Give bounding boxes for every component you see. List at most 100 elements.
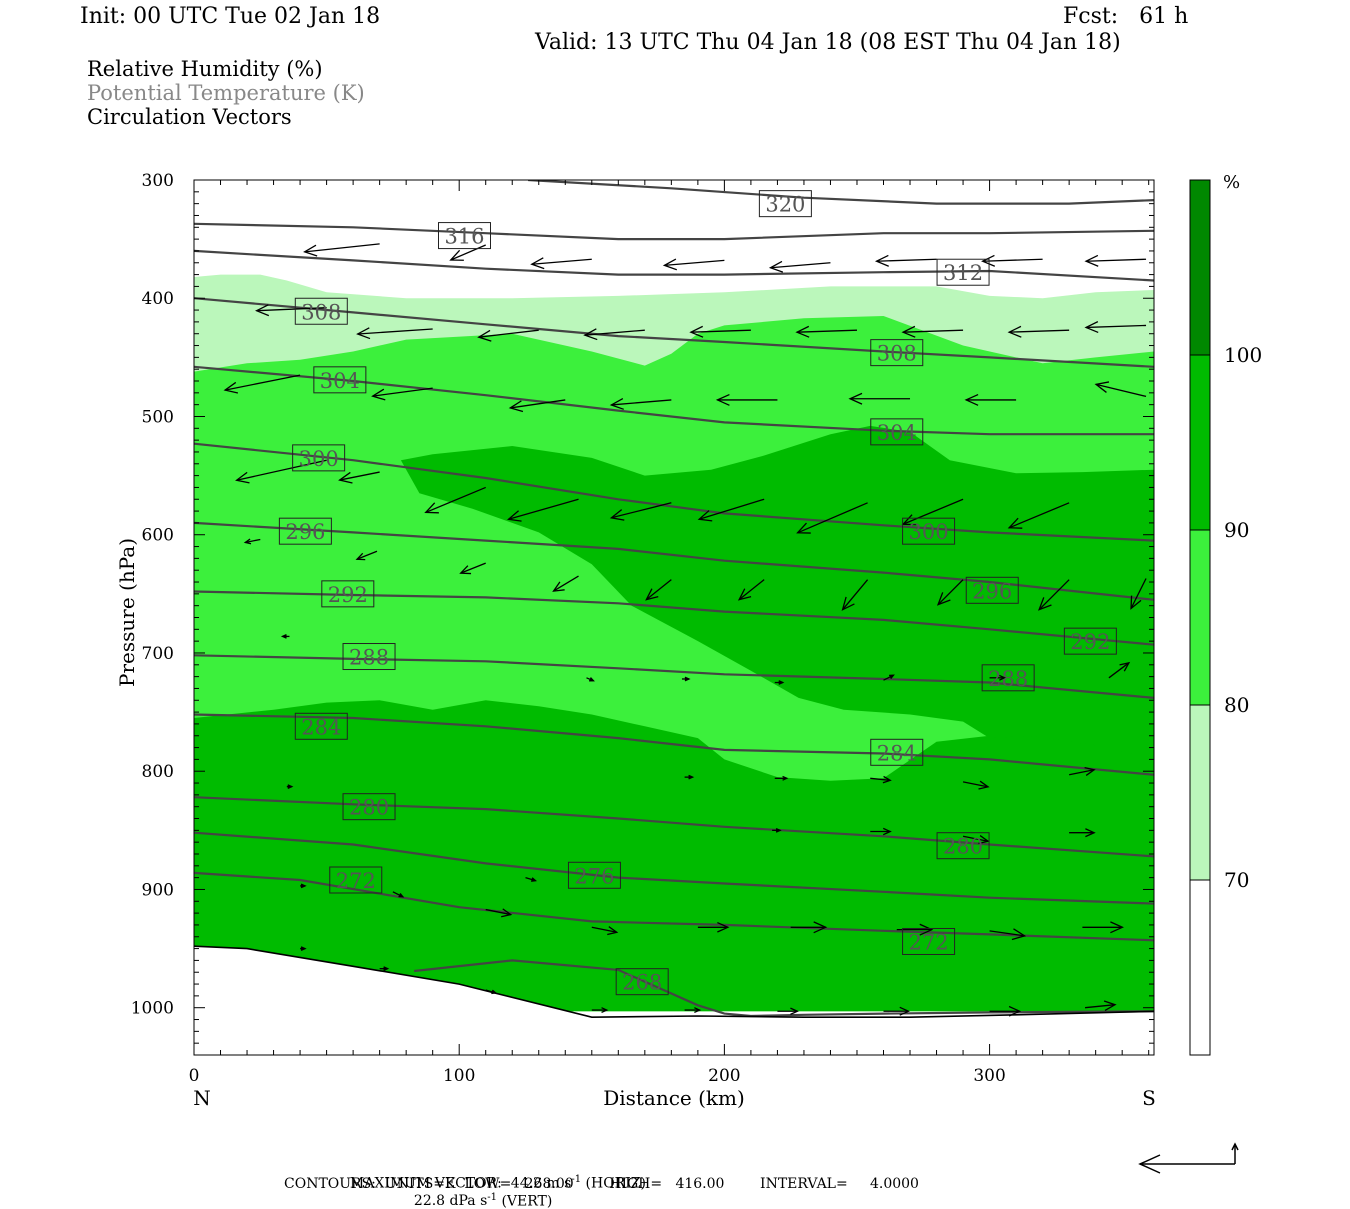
wind-vector bbox=[1130, 578, 1147, 610]
wind-vector-shaft bbox=[584, 329, 645, 336]
wind-vector-shaft bbox=[1008, 502, 1070, 529]
wind-vector-shaft bbox=[1130, 578, 1147, 609]
wind-vector-head bbox=[1085, 828, 1096, 838]
init-time: Init: 00 UTC Tue 02 Jan 18 bbox=[80, 4, 381, 29]
y-tick-label: 300 bbox=[142, 171, 174, 191]
wind-vector-head bbox=[601, 1007, 609, 1014]
wind-vector-shaft bbox=[645, 579, 672, 601]
wind-vector-shaft bbox=[1086, 258, 1147, 262]
theta-label: 320 bbox=[765, 193, 805, 217]
wind-vector bbox=[737, 579, 765, 601]
x-tick-label: 100 bbox=[443, 1066, 475, 1086]
wind-vector-head bbox=[813, 921, 828, 934]
wind-vector-head bbox=[530, 257, 545, 270]
wind-vector-shaft bbox=[1108, 662, 1130, 679]
wind-vector-head bbox=[848, 392, 863, 405]
wind-vector bbox=[525, 877, 538, 882]
theta-label-box bbox=[870, 418, 924, 446]
theta-label: 316 bbox=[444, 225, 484, 249]
wind-vector-head bbox=[795, 325, 810, 338]
wind-vector-shaft bbox=[1084, 1004, 1116, 1009]
reference-horiz-arrowhead bbox=[1138, 1154, 1161, 1174]
wind-vector bbox=[508, 399, 566, 413]
wind-vector bbox=[303, 243, 380, 257]
theta-contour-292 bbox=[194, 590, 1154, 646]
wind-vector-head bbox=[978, 835, 990, 845]
wind-vector-shaft bbox=[664, 259, 725, 267]
theta-label-box bbox=[437, 222, 491, 250]
theta-label: 292 bbox=[1070, 630, 1110, 654]
wind-vector bbox=[356, 327, 433, 340]
wind-vector-head bbox=[694, 1007, 702, 1014]
theta-label-box bbox=[965, 576, 1019, 604]
wind-vector-shaft bbox=[1038, 579, 1070, 611]
theta-label-box bbox=[758, 190, 812, 218]
theta-label: 280 bbox=[943, 835, 983, 859]
north-label: N bbox=[193, 1086, 211, 1110]
wind-vector-head bbox=[796, 522, 811, 534]
wind-vector-head bbox=[287, 784, 294, 789]
wind-vector-shaft bbox=[937, 579, 964, 606]
wind-vector-head bbox=[1119, 661, 1131, 672]
wind-vector bbox=[1084, 1000, 1117, 1012]
wind-vector bbox=[962, 835, 990, 845]
theta-label: 288 bbox=[349, 646, 389, 670]
theta-label-box bbox=[936, 258, 990, 286]
wind-vector-head bbox=[778, 680, 785, 685]
wind-vector bbox=[684, 1007, 702, 1014]
wind-vector-head bbox=[609, 509, 625, 521]
wind-vector bbox=[962, 780, 990, 790]
x-axis-label: Distance (km) bbox=[603, 1086, 745, 1110]
wind-vector-shaft bbox=[460, 562, 486, 574]
wind-vector-shaft bbox=[902, 498, 964, 525]
y-tick-label: 700 bbox=[142, 644, 174, 664]
wind-vector bbox=[841, 579, 869, 611]
wind-vector bbox=[964, 393, 1017, 406]
colorbar-segment bbox=[1190, 355, 1210, 530]
wind-vector-head bbox=[790, 1007, 800, 1015]
theta-label: 292 bbox=[328, 583, 368, 607]
wind-vector bbox=[777, 1007, 800, 1015]
theta-label: 308 bbox=[301, 300, 341, 324]
max-vector-vert: 22.8 dPa s bbox=[413, 1193, 488, 1209]
wind-vector bbox=[1069, 828, 1096, 838]
y-tick-label: 500 bbox=[142, 407, 174, 427]
theta-label: 272 bbox=[909, 930, 949, 954]
colorbar-segment bbox=[1190, 880, 1210, 1055]
wind-vector-shaft bbox=[876, 258, 937, 262]
theta-contour-304 bbox=[194, 365, 1154, 436]
wind-vector bbox=[662, 258, 725, 271]
wind-vector bbox=[255, 304, 327, 317]
wind-vector-shaft bbox=[357, 328, 433, 335]
below-ground-mask bbox=[194, 946, 1154, 1055]
wind-vector-head bbox=[999, 674, 1007, 681]
theta-label-box bbox=[313, 366, 367, 394]
y-tick-label: 900 bbox=[142, 880, 174, 900]
colorbar-segment bbox=[1190, 705, 1210, 880]
wind-vector-shaft bbox=[510, 399, 566, 409]
wind-vector bbox=[936, 579, 964, 606]
wind-vector-head bbox=[1103, 1000, 1117, 1012]
y-tick-label: 600 bbox=[142, 526, 174, 546]
wind-vector bbox=[774, 775, 789, 781]
wind-vector-shaft bbox=[478, 329, 539, 338]
wind-vector-head bbox=[449, 249, 464, 261]
wind-vector-head bbox=[1130, 595, 1142, 610]
wind-vector-shaft bbox=[1095, 383, 1147, 398]
wind-vector bbox=[449, 244, 486, 261]
wind-vector bbox=[697, 921, 730, 933]
wind-vector-shaft bbox=[698, 498, 765, 520]
wind-vector-head bbox=[964, 393, 979, 406]
theta-contour-284 bbox=[194, 713, 1154, 776]
wind-vector-head bbox=[338, 471, 353, 484]
theta-label: 304 bbox=[320, 369, 360, 393]
wind-vector-head bbox=[899, 1006, 911, 1016]
wind-vector-head bbox=[552, 581, 565, 592]
wind-vector-shaft bbox=[1069, 769, 1095, 776]
wind-vector-head bbox=[775, 827, 782, 833]
wind-vector bbox=[223, 374, 301, 394]
wind-vector bbox=[981, 254, 1043, 267]
colorbar-segment bbox=[1190, 180, 1210, 355]
wind-vector-head bbox=[782, 775, 789, 781]
theta-label-box bbox=[902, 927, 956, 955]
